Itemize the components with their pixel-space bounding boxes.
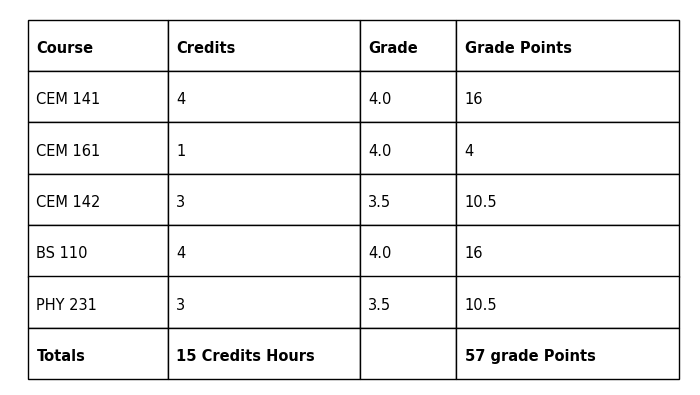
Bar: [456, 174, 679, 225]
Bar: [168, 71, 360, 122]
Text: 10.5: 10.5: [465, 298, 498, 313]
Bar: [456, 20, 679, 71]
Bar: [168, 122, 360, 174]
Text: 16: 16: [465, 92, 483, 107]
Text: PHY 231: PHY 231: [36, 298, 97, 313]
Bar: [28, 276, 168, 328]
Bar: [168, 328, 360, 379]
Bar: [28, 71, 168, 122]
Bar: [360, 71, 456, 122]
Bar: [456, 225, 679, 276]
Bar: [456, 122, 679, 174]
Bar: [28, 328, 168, 379]
Bar: [360, 20, 456, 71]
Text: 10.5: 10.5: [465, 195, 498, 210]
Text: Credits: Credits: [176, 41, 236, 56]
Text: 3: 3: [176, 195, 186, 210]
Bar: [28, 225, 168, 276]
Bar: [168, 20, 360, 71]
Bar: [360, 328, 456, 379]
Text: 15 Credits Hours: 15 Credits Hours: [176, 349, 315, 364]
Bar: [168, 174, 360, 225]
Text: 1: 1: [176, 144, 186, 159]
Text: Totals: Totals: [36, 349, 85, 364]
Bar: [28, 122, 168, 174]
Text: 16: 16: [465, 246, 483, 261]
Bar: [360, 276, 456, 328]
Text: CEM 161: CEM 161: [36, 144, 101, 159]
Text: 4.0: 4.0: [368, 246, 392, 261]
Text: Course: Course: [36, 41, 94, 56]
Bar: [360, 225, 456, 276]
Text: CEM 142: CEM 142: [36, 195, 101, 210]
Text: 3: 3: [176, 298, 186, 313]
Text: 57 grade Points: 57 grade Points: [465, 349, 596, 364]
Text: CEM 141: CEM 141: [36, 92, 101, 107]
Text: 4: 4: [176, 92, 186, 107]
Bar: [28, 174, 168, 225]
Text: 4: 4: [465, 144, 474, 159]
Bar: [168, 225, 360, 276]
Bar: [360, 122, 456, 174]
Text: 4.0: 4.0: [368, 144, 392, 159]
Text: 4.0: 4.0: [368, 92, 392, 107]
Bar: [360, 174, 456, 225]
Text: BS 110: BS 110: [36, 246, 88, 261]
Bar: [456, 328, 679, 379]
Bar: [456, 276, 679, 328]
Bar: [456, 71, 679, 122]
Text: 3.5: 3.5: [368, 195, 391, 210]
Text: 3.5: 3.5: [368, 298, 391, 313]
Text: 4: 4: [176, 246, 186, 261]
Bar: [168, 276, 360, 328]
Text: Grade Points: Grade Points: [465, 41, 572, 56]
Bar: [28, 20, 168, 71]
Text: Grade: Grade: [368, 41, 418, 56]
